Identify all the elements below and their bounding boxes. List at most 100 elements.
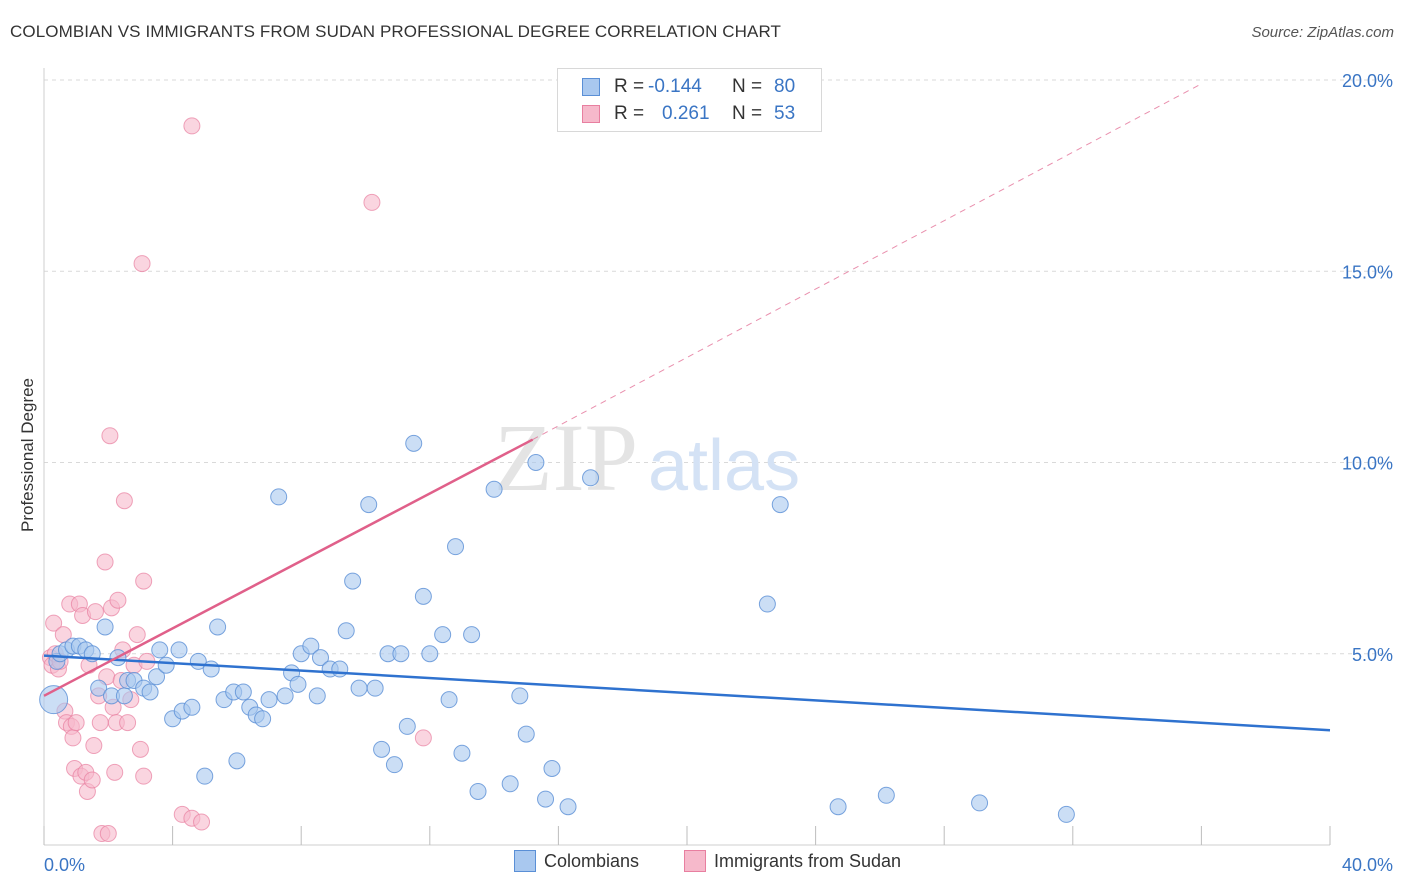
- legend-r-value: 0.261: [662, 103, 710, 124]
- colombian-point: [196, 767, 214, 785]
- colombian-point: [350, 679, 368, 697]
- sudan-point: [128, 626, 146, 644]
- legend-r-label: R =: [614, 103, 645, 124]
- sudan-point: [119, 714, 137, 732]
- legend-r-value: -0.144: [648, 76, 702, 97]
- sudan-point: [115, 492, 133, 510]
- bottom-legend-label-sudan: Immigrants from Sudan: [714, 851, 902, 871]
- legend-swatch-pink: [582, 105, 600, 123]
- colombian-point: [501, 775, 519, 793]
- colombian-point: [373, 740, 391, 758]
- bottom-legend-label-colombians: Colombians: [544, 851, 640, 871]
- bottom-legend-sudan: Immigrants from Sudan: [684, 850, 901, 872]
- colombian-point: [260, 691, 278, 709]
- colombian-point: [469, 782, 487, 800]
- legend-n-value: 80: [774, 76, 796, 97]
- colombian-point: [302, 637, 320, 655]
- y-tick-label: 20.0%: [1342, 71, 1393, 91]
- colombian-point: [758, 595, 776, 613]
- colombian-point: [463, 626, 481, 644]
- colombian-trend-line: [43, 654, 1331, 732]
- sudan-point: [363, 193, 381, 211]
- colombian-point: [385, 756, 403, 774]
- colombian-point: [39, 685, 69, 715]
- gridlines: [44, 79, 1392, 655]
- sudan-point: [96, 553, 114, 571]
- chart-title: COLOMBIAN VS IMMIGRANTS FROM SUDAN PROFE…: [10, 22, 782, 41]
- colombian-point: [311, 649, 329, 667]
- colombian-point: [228, 752, 246, 770]
- sudan-point: [64, 729, 82, 747]
- colombian-point: [537, 790, 555, 808]
- colombian-point: [344, 572, 362, 590]
- colombian-point: [366, 679, 384, 697]
- legend-n-label: N =: [732, 76, 763, 97]
- sudan-point: [101, 427, 119, 445]
- sudan-point: [109, 591, 127, 609]
- y-tick-label: 10.0%: [1342, 454, 1393, 474]
- bottom-legend-colombians: Colombians: [514, 850, 639, 872]
- colombian-point: [421, 645, 439, 663]
- sudan-point: [45, 614, 63, 632]
- colombian-point: [115, 687, 133, 705]
- colombian-point: [289, 675, 307, 693]
- colombian-point: [157, 656, 175, 674]
- colombian-point: [331, 660, 349, 678]
- colombian-point: [453, 744, 471, 762]
- colombian-point: [141, 683, 159, 701]
- colombian-point: [527, 454, 545, 471]
- y-tick-label: 15.0%: [1342, 262, 1393, 282]
- colombian-point: [148, 668, 166, 686]
- sudan-point: [133, 255, 151, 273]
- colombian-point: [517, 725, 535, 743]
- colombian-point: [1057, 805, 1075, 823]
- sudan-point: [86, 603, 104, 621]
- legend-n-label: N =: [732, 103, 763, 124]
- colombian-point: [511, 687, 529, 705]
- colombian-point: [829, 798, 847, 816]
- colombian-point: [202, 660, 220, 678]
- sudan-point: [67, 714, 85, 732]
- source-label: Source: ZipAtlas.com: [1251, 24, 1394, 41]
- legend-r-label: R =: [614, 76, 645, 97]
- sudan-point: [414, 729, 432, 747]
- sudan-point: [135, 572, 153, 590]
- sudan-point: [91, 714, 109, 732]
- sudan-point: [135, 767, 153, 785]
- axes: [43, 68, 1331, 846]
- colombian-point: [434, 626, 452, 644]
- bottom-legend-swatch-blue: [514, 850, 536, 872]
- colombian-point: [971, 794, 989, 812]
- colombian-point: [254, 710, 272, 728]
- tick-labels: 5.0% 10.0% 15.0% 20.0% 0.0% 40.0%: [44, 71, 1393, 875]
- trend-lines: [43, 83, 1331, 732]
- colombian-point: [234, 683, 252, 701]
- colombian-point: [360, 496, 378, 514]
- colombian-point: [877, 786, 895, 804]
- legend-n-value: 53: [774, 103, 796, 124]
- sudan-point: [83, 771, 101, 789]
- colombian-point: [485, 480, 503, 498]
- colombian-point: [170, 641, 188, 659]
- sudan-point: [85, 737, 103, 755]
- colombian-point: [90, 679, 108, 697]
- sudan-trend-line: [43, 438, 534, 697]
- watermark-atlas: atlas: [648, 426, 800, 506]
- colombian-point: [440, 691, 458, 709]
- correlation-legend: R = -0.144 N = 80 R = 0.261 N = 53: [557, 68, 822, 132]
- colombian-point: [447, 538, 465, 556]
- sudan-point: [183, 117, 201, 135]
- colombian-point: [308, 687, 326, 705]
- x-tick-label-max: 40.0%: [1342, 855, 1393, 875]
- colombian-point: [771, 496, 789, 514]
- colombian-point: [276, 687, 294, 705]
- sudan-point: [99, 825, 117, 843]
- colombian-point: [543, 760, 561, 777]
- colombian-point: [414, 587, 432, 605]
- colombian-point: [405, 434, 423, 452]
- colombian-point: [398, 717, 416, 735]
- colombian-point: [270, 488, 288, 506]
- sudan-trend-extension: [532, 83, 1202, 440]
- colombian-point: [582, 469, 600, 487]
- legend-swatch-blue: [582, 78, 600, 96]
